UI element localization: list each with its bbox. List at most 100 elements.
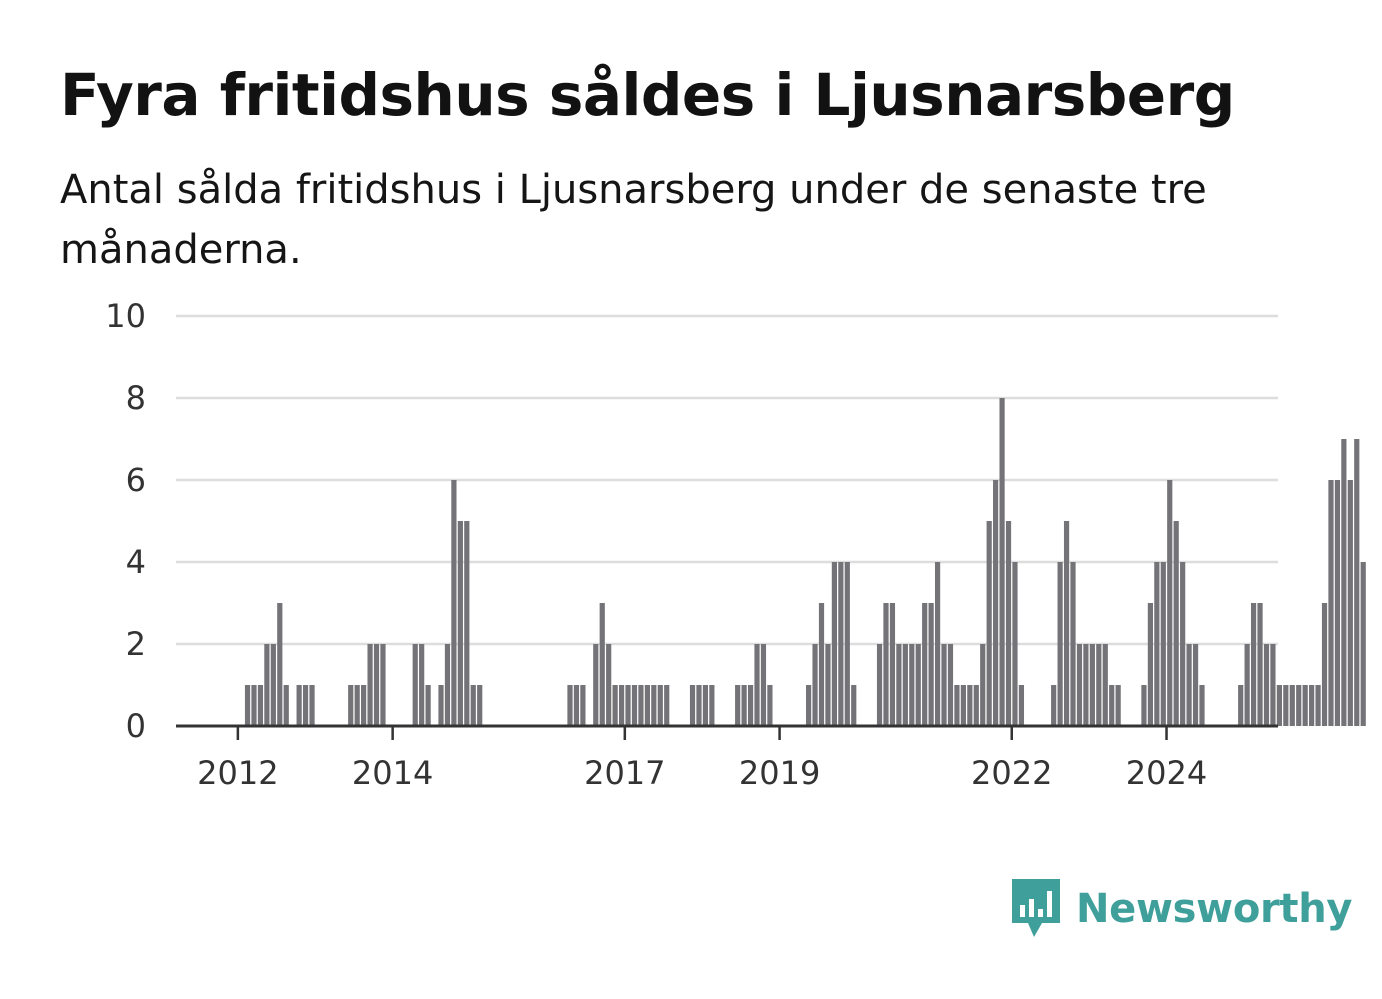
bar (909, 644, 915, 726)
bar (844, 562, 850, 726)
bar (818, 603, 825, 726)
bar (915, 644, 921, 726)
bar (244, 685, 251, 726)
bar (477, 685, 483, 726)
bar (702, 685, 709, 726)
bar (1321, 603, 1328, 726)
bar (1238, 685, 1244, 726)
bar (631, 685, 638, 726)
x-tick-label: 2019 (739, 754, 820, 792)
bar (973, 685, 979, 726)
bar (1057, 562, 1063, 726)
bar (296, 685, 302, 726)
bar (1199, 685, 1205, 726)
bar (1302, 685, 1308, 726)
bar (638, 685, 644, 726)
highlight-value-label: 4 (1378, 0, 1382, 9)
bar (889, 603, 896, 726)
bar (967, 685, 973, 726)
bar (954, 685, 960, 726)
bar (1276, 685, 1282, 726)
y-axis-ticks: 0 2 4 6 8 10 (105, 297, 146, 745)
bar (438, 685, 444, 726)
bar (606, 644, 612, 726)
bar (277, 603, 283, 726)
bar (754, 644, 760, 726)
bar (657, 685, 663, 726)
bar (1147, 603, 1154, 726)
y-tick-label: 10 (105, 297, 146, 335)
bar (651, 685, 657, 726)
bar (464, 521, 470, 726)
x-tick-label: 2017 (584, 754, 665, 792)
bar (876, 644, 883, 726)
newsworthy-logo-text: Newsworthy (1076, 886, 1353, 932)
bar (1283, 685, 1289, 726)
bar (354, 685, 360, 726)
chart-title: Fyra fritidshus såldes i Ljusnarsberg (60, 61, 1235, 129)
bar (993, 480, 999, 726)
bar (960, 685, 966, 726)
gridlines (176, 314, 1278, 646)
bar (257, 685, 264, 726)
bar (1096, 644, 1102, 726)
bar (1180, 562, 1186, 726)
bar (599, 603, 605, 726)
bar (1334, 480, 1341, 726)
bar (825, 644, 831, 726)
bar (760, 644, 767, 726)
bar (1289, 685, 1295, 726)
bar (902, 644, 908, 726)
bar (1070, 562, 1076, 726)
bar (1076, 644, 1083, 726)
bar (270, 644, 276, 726)
bar (361, 685, 367, 726)
bar (928, 603, 934, 726)
bar (767, 685, 773, 726)
bar (1354, 439, 1360, 726)
bar (367, 644, 373, 726)
bar (986, 521, 992, 726)
bar (696, 685, 702, 726)
bar (580, 685, 586, 726)
newsworthy-logo: Newsworthy (1010, 878, 1353, 940)
bar (941, 644, 947, 726)
bar (283, 685, 289, 726)
y-tick-label: 2 (126, 625, 146, 663)
bar (735, 685, 741, 726)
bar (1347, 480, 1353, 726)
bar (1244, 644, 1250, 726)
bar (1360, 562, 1366, 726)
y-tick-label: 6 (126, 461, 146, 499)
bar (302, 685, 309, 726)
bar (709, 685, 715, 726)
bar (412, 644, 418, 726)
bar (425, 685, 431, 726)
bar (573, 685, 580, 726)
bar (612, 685, 618, 726)
x-tick-label: 2024 (1126, 754, 1207, 792)
bar (689, 685, 696, 726)
bar (1063, 521, 1070, 726)
bar (1141, 685, 1147, 726)
bar (567, 685, 573, 726)
bar (812, 644, 818, 726)
bar (806, 685, 812, 726)
bar (922, 603, 928, 726)
bar (380, 644, 386, 726)
bar (838, 562, 844, 726)
annotations: 4 (1375, 0, 1382, 13)
bar (999, 398, 1005, 726)
bar (851, 685, 857, 726)
bar (373, 644, 380, 726)
bar (1250, 603, 1257, 726)
bar (618, 685, 625, 726)
bar (1154, 562, 1160, 726)
bar (1051, 685, 1057, 726)
bar (947, 644, 954, 726)
x-tick-label: 2012 (197, 754, 278, 792)
bar (883, 603, 889, 726)
y-tick-label: 0 (126, 707, 146, 745)
x-axis-ticks: 2012 2014 2017 2019 2022 2024 (197, 726, 1207, 792)
